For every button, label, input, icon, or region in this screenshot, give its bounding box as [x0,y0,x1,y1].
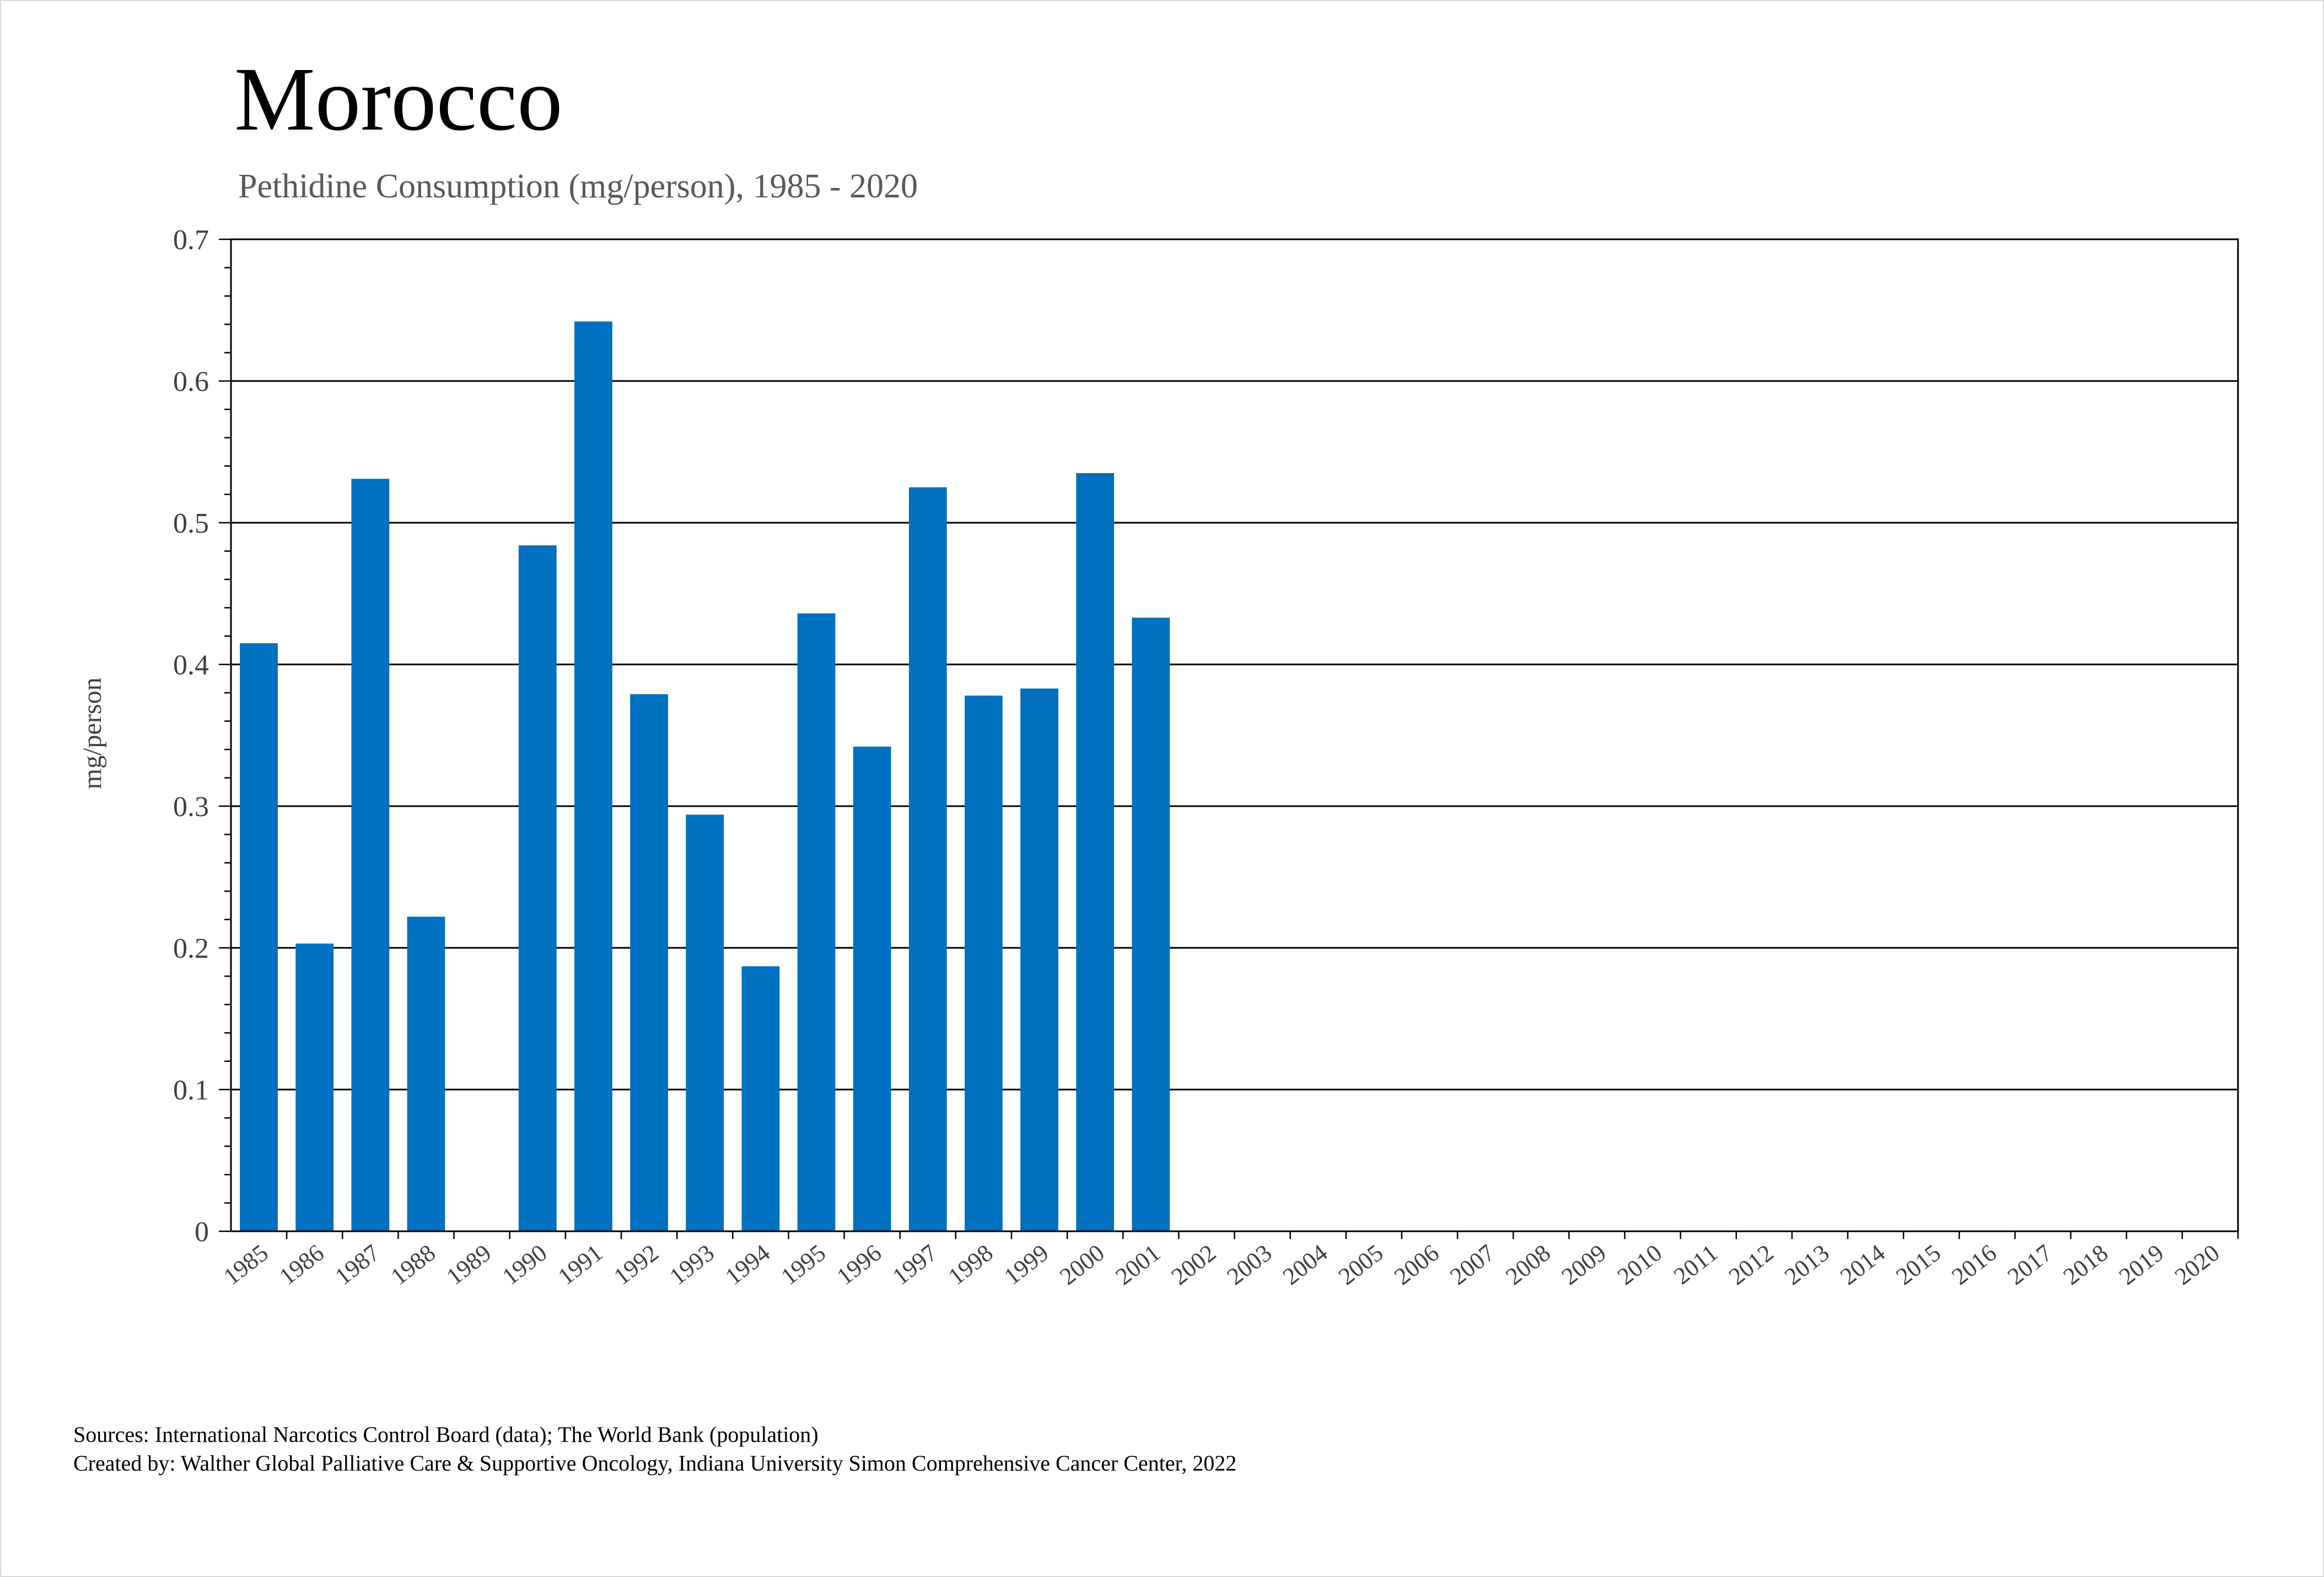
x-tick-label: 1985 [218,1239,273,1290]
x-tick-label: 1992 [609,1239,664,1290]
x-tick-label: 2014 [1835,1239,1890,1290]
y-tick-label: 0.1 [173,1075,209,1106]
y-tick-label: 0.6 [173,366,209,398]
bar [1076,473,1115,1231]
bar [686,814,724,1231]
x-tick-label: 1990 [497,1239,552,1290]
x-tick-label: 2006 [1389,1239,1444,1290]
x-tick-label: 2000 [1055,1239,1110,1290]
footer-sources: Sources: International Narcotics Control… [73,1422,819,1447]
bar [351,479,390,1231]
x-tick-label: 2020 [2170,1239,2225,1290]
x-tick-label: 2012 [1724,1239,1779,1290]
x-tick-label: 2013 [1779,1239,1835,1290]
x-tick-label: 1993 [664,1239,719,1290]
chart-subtitle: Pethidine Consumption (mg/person), 1985 … [238,168,918,205]
x-tick-label: 1989 [442,1239,497,1290]
x-tick-label: 1996 [832,1239,887,1290]
x-tick-label: 2018 [2058,1239,2113,1290]
y-tick-label: 0.2 [173,933,209,964]
bar [407,916,445,1231]
bar [518,545,557,1231]
footer-created-by: Created by: Walther Global Palliative Ca… [73,1451,1236,1476]
x-tick-label: 2019 [2114,1239,2169,1290]
x-tick-label: 1991 [553,1239,608,1290]
x-tick-label: 2007 [1445,1239,1500,1290]
x-tick-label: 2011 [1669,1239,1723,1290]
x-tick-label: 2017 [2003,1239,2058,1290]
x-tick-label: 2003 [1222,1239,1277,1290]
y-tick-label: 0.7 [173,224,209,256]
bar [295,943,334,1231]
bar [240,643,278,1231]
bar [741,966,780,1231]
bar [797,613,836,1231]
x-tick-label: 2005 [1333,1239,1389,1290]
x-tick-label: 1998 [943,1239,998,1290]
x-tick-label: 2009 [1557,1239,1612,1290]
x-tick-label: 2002 [1166,1239,1222,1290]
bar [853,747,891,1231]
bar [630,694,668,1231]
x-tick-label: 2004 [1278,1239,1333,1290]
bar [964,695,1003,1231]
x-tick-label: 1995 [776,1239,831,1290]
bar [908,487,947,1231]
x-tick-label: 1986 [274,1239,329,1290]
x-tick-label: 1997 [887,1239,943,1290]
x-tick-label: 2016 [1947,1239,2002,1290]
x-tick-label: 2010 [1612,1239,1667,1290]
x-tick-labels: 1985 1986 1987 1988 1989 1990 1991 1992 1993 1994… [218,1239,2224,1290]
bar [1020,688,1058,1231]
y-tick-label: 0.5 [173,508,209,539]
x-tick-label: 1988 [386,1239,441,1290]
x-tick-label: 2015 [1891,1239,1946,1290]
x-tick-label: 1999 [999,1239,1054,1290]
y-tick-label: 0.4 [173,650,209,681]
bars [240,321,1170,1231]
x-tick-label: 2001 [1110,1239,1165,1290]
axes [219,238,2239,1239]
x-tick-label: 1994 [720,1239,775,1290]
x-tick-label: 1987 [330,1239,385,1290]
y-axis-title: mg/person [78,678,107,790]
y-tick-label: 0 [195,1216,209,1248]
y-tick-label: 0.3 [173,791,209,823]
x-tick-label: 2008 [1500,1239,1556,1290]
bar [574,321,612,1231]
y-tick-labels: 0 0.1 0.2 0.3 0.4 0.5 0.6 0.7 [173,224,209,1248]
bar [1132,618,1170,1231]
chart-title: Morocco [234,49,563,149]
